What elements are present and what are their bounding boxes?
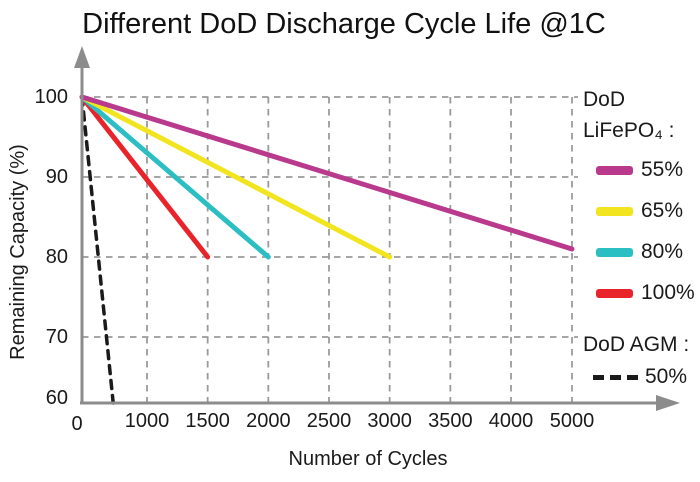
- series-line-100: [79, 94, 211, 260]
- legend-swatch-55-icon: [596, 165, 633, 175]
- axes: [74, 46, 680, 411]
- series-line-55: [79, 94, 575, 252]
- y-tick-label: 70: [45, 326, 68, 348]
- chart-title: Different DoD Discharge Cycle Life @1C: [82, 8, 606, 40]
- y-tick-label: 90: [45, 166, 68, 188]
- legend-label-50: 50%: [645, 365, 688, 388]
- x-tick-label: 3500: [428, 410, 473, 432]
- legend-item-55: 55%: [596, 158, 683, 182]
- series-line-65: [79, 94, 393, 260]
- legend-item-100: 100%: [596, 281, 695, 305]
- y-axis-arrow-icon: [74, 46, 90, 68]
- legend-item-65: 65%: [596, 199, 683, 223]
- x-tick-label: 2500: [306, 410, 352, 432]
- x-axis-arrow-icon: [656, 395, 680, 411]
- legend-label-80: 80%: [641, 240, 684, 263]
- legend-swatch-100-icon: [596, 288, 633, 298]
- legend-label-65: 65%: [641, 199, 684, 222]
- legend-item-50: 50%: [593, 365, 687, 389]
- y-tick-label: 60: [45, 387, 68, 409]
- legend-label-100: 100%: [641, 281, 695, 304]
- legend-swatch-65-icon: [596, 206, 633, 216]
- legend-swatch-80-icon: [596, 247, 633, 257]
- legend-item-80: 80%: [596, 240, 683, 264]
- legend-group-lifepo4-title-line2: LiFePO₄ :: [583, 119, 675, 142]
- y-tick-label: 80: [45, 246, 68, 268]
- legend-label-55: 55%: [641, 158, 684, 181]
- series-line-50: [80, 95, 115, 405]
- x-tick-label: 5000: [549, 410, 595, 432]
- x-tick-label: 1000: [124, 410, 170, 432]
- x-tick-label: 3000: [367, 410, 412, 432]
- series-lines: [79, 94, 575, 405]
- legend-swatch-50-icon: [593, 374, 639, 380]
- legend-group-agm-title: DoD AGM :: [583, 333, 690, 356]
- x-tick-label: 1500: [185, 410, 230, 432]
- y-tick-label: 100: [34, 86, 68, 108]
- x-tick-label: 0: [71, 413, 83, 435]
- x-axis-title: Number of Cycles: [288, 448, 448, 470]
- legend-group-lifepo4-title-line1: DoD: [583, 88, 626, 111]
- series-line-80: [79, 94, 271, 260]
- x-tick-label: 2000: [246, 410, 291, 432]
- grid-lines: [82, 96, 578, 403]
- x-tick-label: 4000: [488, 410, 534, 432]
